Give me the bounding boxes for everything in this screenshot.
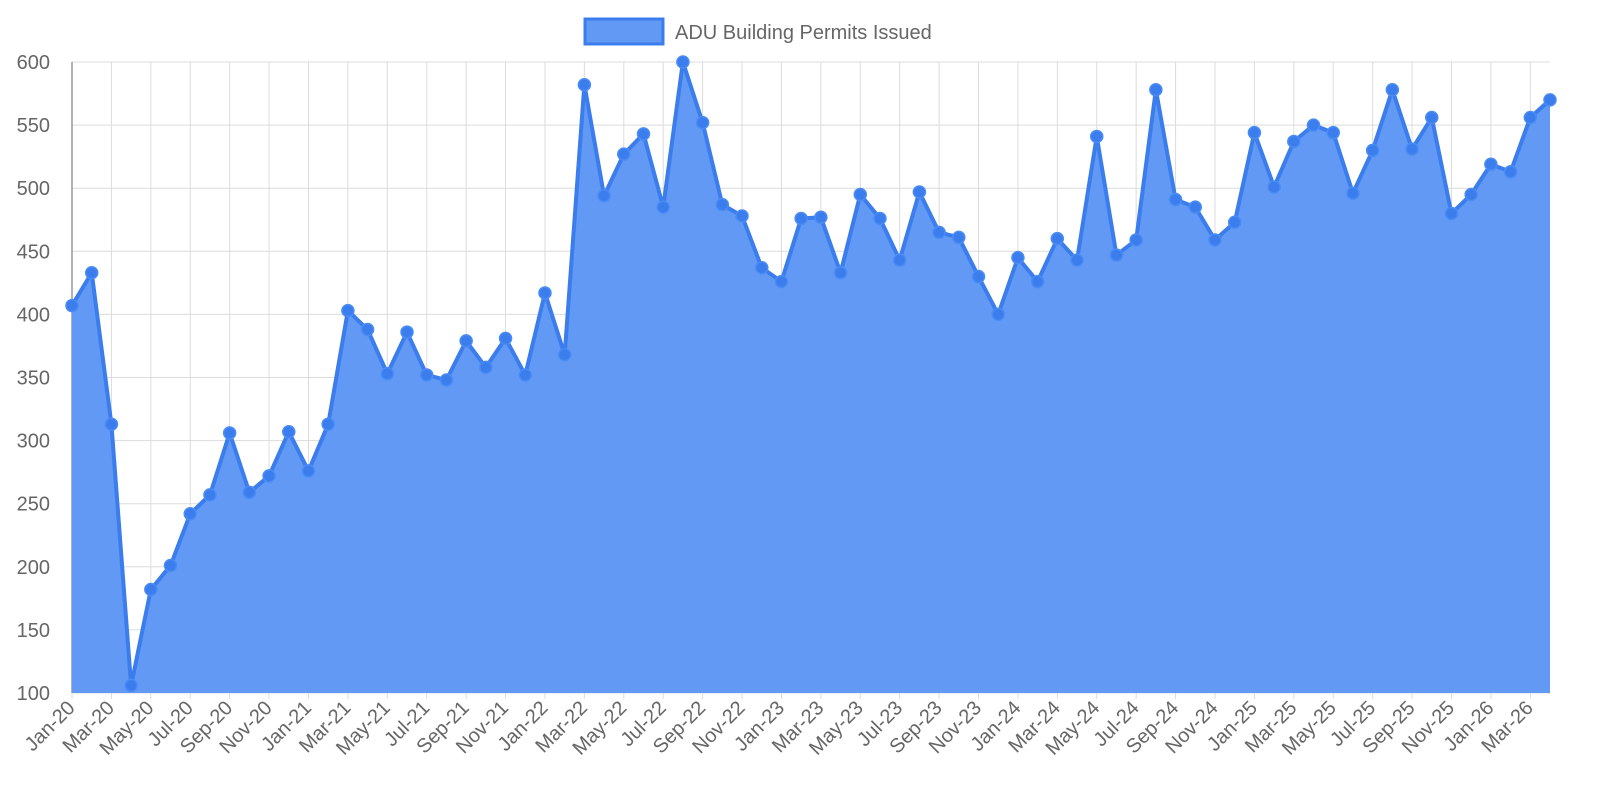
- point: [873, 211, 887, 226]
- point: [419, 368, 434, 382]
- y-tick-label: 100: [17, 683, 50, 705]
- area: [72, 62, 1550, 693]
- point: [439, 373, 454, 387]
- point: [1208, 233, 1222, 247]
- point: [498, 331, 513, 346]
- point: [1188, 200, 1203, 214]
- point: [1109, 248, 1124, 262]
- point: [794, 211, 808, 226]
- point: [735, 209, 749, 223]
- point: [144, 582, 158, 597]
- point: [479, 360, 493, 375]
- point: [1464, 187, 1478, 202]
- y-tick-label: 550: [17, 115, 50, 137]
- point: [912, 185, 927, 199]
- point: [853, 187, 868, 202]
- point: [1543, 93, 1557, 107]
- point: [1405, 142, 1419, 156]
- point: [636, 127, 651, 141]
- point: [104, 417, 119, 431]
- point: [242, 485, 257, 500]
- point: [1030, 274, 1045, 289]
- y-tick-label: 250: [17, 494, 50, 516]
- point: [183, 507, 197, 521]
- point: [341, 303, 355, 318]
- point: [301, 464, 316, 478]
- point: [518, 368, 533, 382]
- point: [715, 197, 730, 212]
- point: [1011, 250, 1025, 265]
- y-tick-label: 600: [17, 52, 50, 74]
- point: [222, 426, 237, 440]
- line: [70, 60, 1552, 688]
- y-tick-label: 450: [17, 241, 50, 263]
- y-tick-label: 200: [17, 557, 50, 579]
- point: [360, 322, 375, 337]
- point: [1385, 83, 1400, 97]
- point: [1129, 233, 1143, 247]
- point: [262, 469, 276, 483]
- point: [1444, 206, 1459, 221]
- point: [65, 298, 79, 313]
- point: [1365, 143, 1380, 158]
- point: [1247, 125, 1262, 140]
- point: [1070, 253, 1084, 267]
- point: [1503, 165, 1518, 179]
- y-tick-label: 400: [17, 304, 50, 326]
- point: [676, 55, 690, 69]
- y-tick-label: 300: [17, 431, 50, 453]
- point: [1346, 186, 1360, 200]
- point: [833, 266, 848, 280]
- point: [400, 325, 414, 339]
- point: [1267, 180, 1281, 194]
- point: [577, 77, 592, 92]
- y-tick-label: 150: [17, 620, 50, 642]
- point: [1306, 118, 1321, 132]
- point: [597, 189, 611, 203]
- point: [1168, 192, 1183, 207]
- legend-swatch: [583, 17, 665, 46]
- point: [971, 269, 986, 284]
- point: [991, 307, 1005, 322]
- legend-item: ADU Building Permits Issued: [583, 17, 932, 46]
- point: [1149, 83, 1163, 97]
- point: [163, 558, 178, 573]
- point: [538, 286, 552, 300]
- y-tick-label: 500: [17, 178, 50, 200]
- y-tick-label: 350: [17, 368, 50, 390]
- point: [1227, 215, 1242, 230]
- point: [459, 334, 473, 348]
- point: [321, 417, 335, 431]
- point: [814, 210, 828, 224]
- point: [695, 115, 710, 130]
- point: [1089, 129, 1104, 144]
- point: [282, 425, 296, 439]
- point: [380, 366, 395, 381]
- point: [656, 200, 670, 214]
- point: [617, 147, 631, 161]
- point: [1425, 110, 1439, 125]
- point: [892, 253, 907, 267]
- point: [952, 230, 966, 245]
- point: [1523, 110, 1538, 125]
- point: [1326, 125, 1340, 140]
- point: [124, 678, 138, 693]
- point: [1287, 134, 1301, 149]
- legend-label: ADU Building Permits Issued: [675, 22, 932, 44]
- point: [1484, 157, 1498, 171]
- point: [203, 488, 217, 502]
- point: [932, 225, 946, 240]
- point: [754, 260, 769, 275]
- point: [84, 266, 99, 280]
- point: [1050, 231, 1065, 246]
- point: [557, 348, 572, 362]
- point: [774, 274, 789, 289]
